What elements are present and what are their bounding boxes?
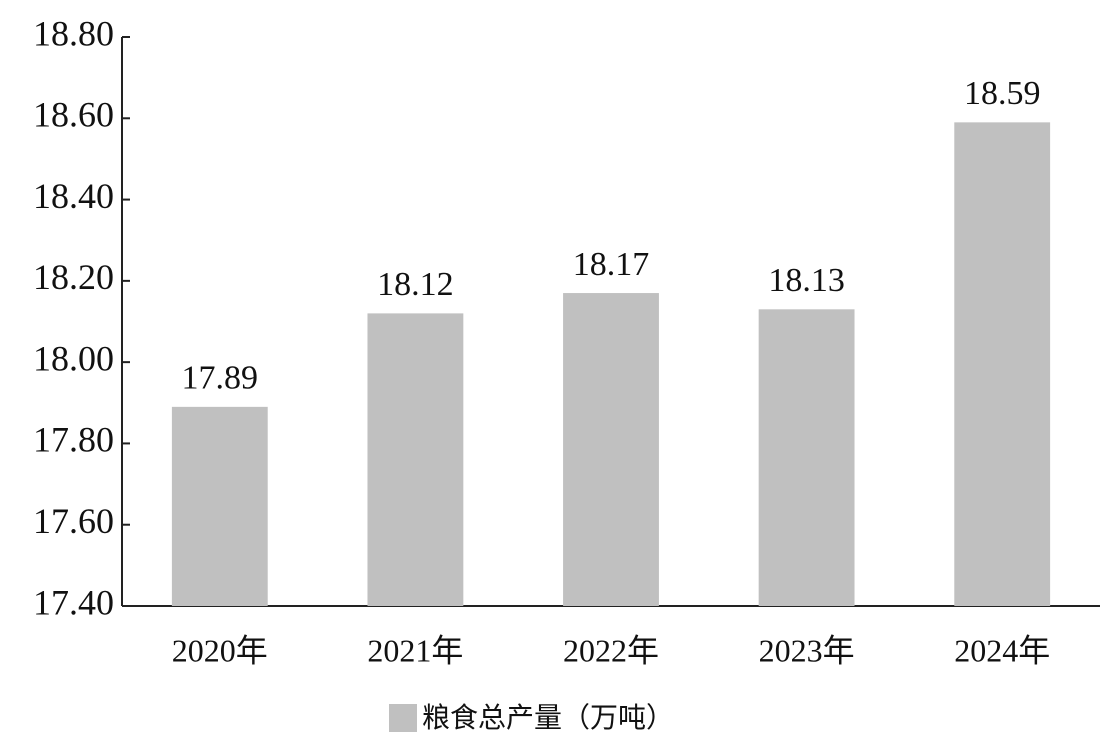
x-tick-label: 2024年	[954, 632, 1050, 668]
bar	[367, 313, 464, 606]
y-tick-label: 17.60	[33, 501, 114, 541]
x-tick-label: 2021年	[367, 632, 463, 668]
y-tick-label: 18.40	[33, 176, 114, 216]
x-tick-label: 2023年	[759, 632, 855, 668]
data-label: 18.17	[573, 246, 650, 283]
y-tick-label: 18.80	[33, 13, 114, 53]
data-label: 17.89	[182, 360, 259, 397]
bar	[954, 122, 1051, 606]
y-tick-label: 18.60	[33, 95, 114, 135]
x-tick-label: 2020年	[172, 632, 268, 668]
bar	[563, 293, 659, 606]
y-tick-label: 17.40	[33, 582, 114, 622]
y-tick-label: 18.20	[33, 257, 114, 297]
data-label: 18.12	[377, 266, 454, 303]
legend-swatch	[389, 704, 417, 732]
data-label: 18.59	[964, 75, 1041, 112]
y-tick-label: 17.80	[33, 420, 114, 460]
bar	[171, 406, 268, 606]
bar	[758, 309, 855, 606]
legend-label: 粮食总产量（万吨）	[422, 701, 674, 734]
x-tick-label: 2022年	[563, 632, 659, 668]
data-label: 18.13	[768, 262, 845, 299]
y-tick-label: 18.00	[33, 338, 114, 378]
